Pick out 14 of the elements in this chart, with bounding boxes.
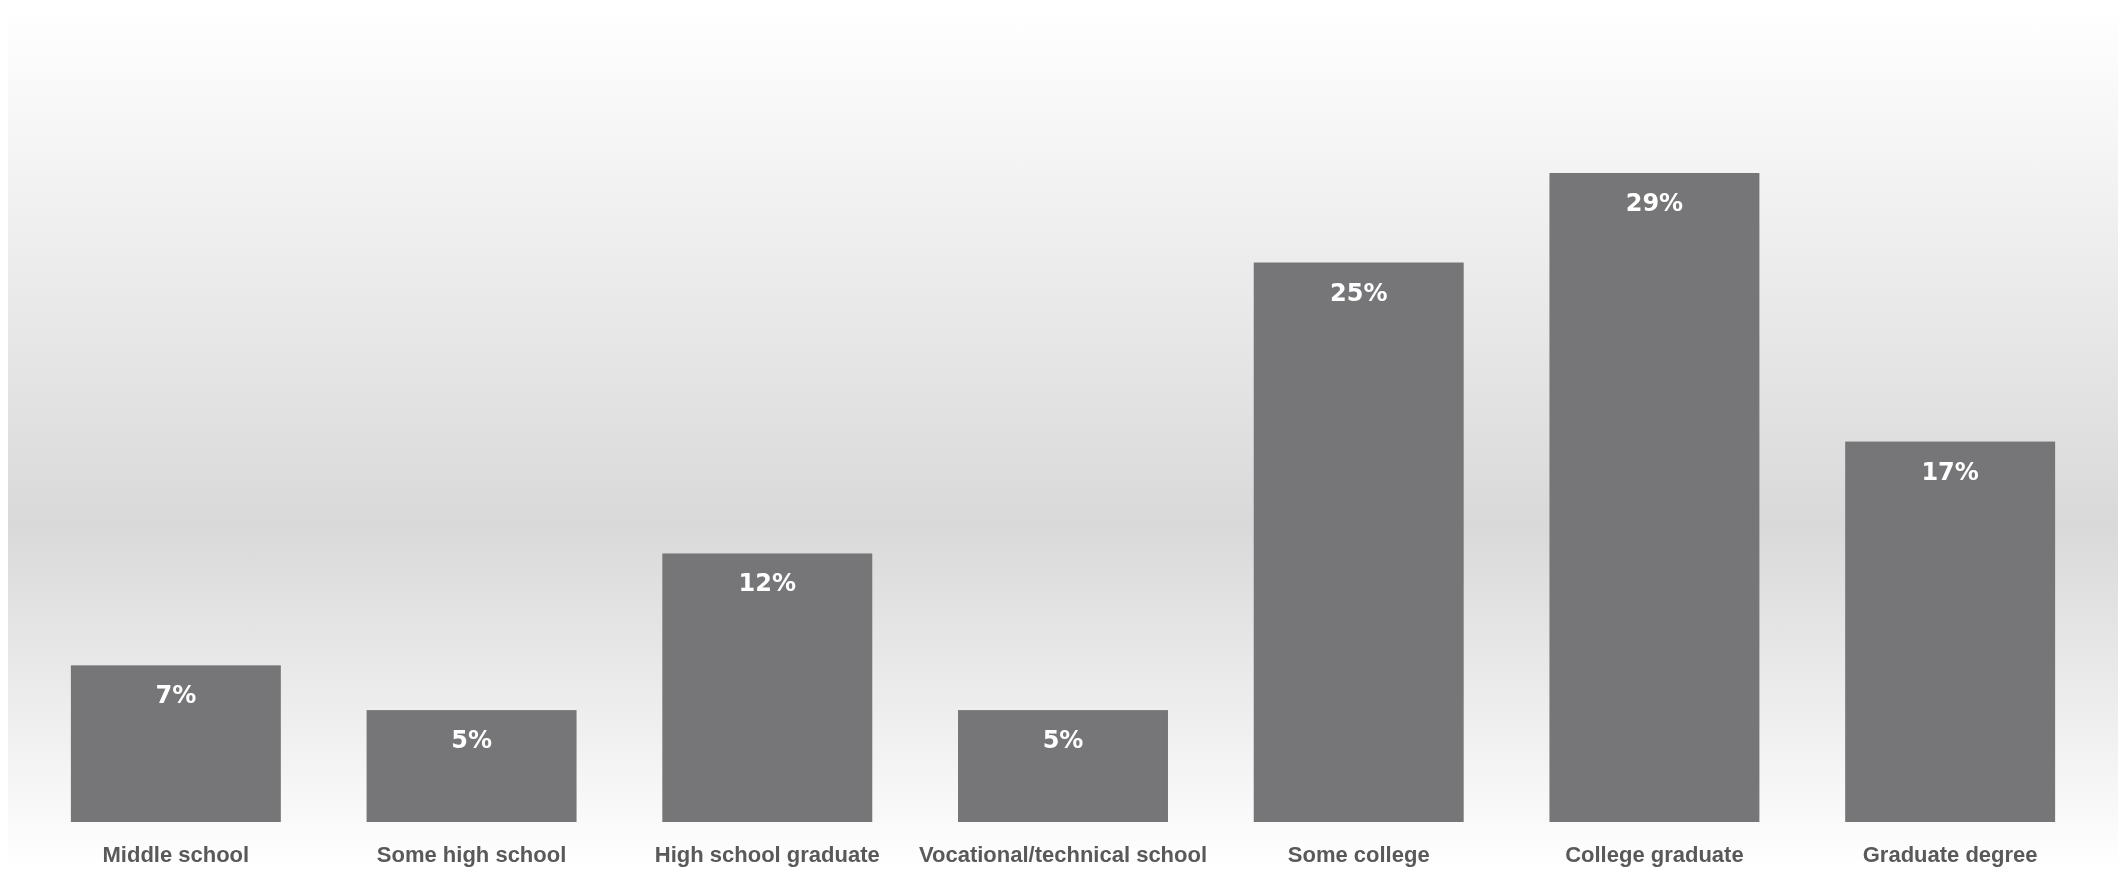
x-tick-label: Some high school [376, 842, 567, 867]
x-tick-label: Vocational/technical school [918, 842, 1208, 867]
x-tick-label: Graduate degree [1862, 842, 2038, 867]
data-label: 7% [155, 681, 197, 710]
x-tick-label: Middle school [102, 842, 250, 867]
data-label: 5% [451, 726, 492, 755]
x-tick-label: High school graduate [654, 842, 880, 867]
data-label: 29% [1625, 189, 1684, 217]
data-label: 5% [1042, 726, 1084, 755]
x-tick-label: Some college [1287, 842, 1430, 867]
data-label: 17% [1921, 457, 1979, 486]
x-tick-label: College graduate [1565, 842, 1744, 867]
data-label: 12% [738, 569, 797, 598]
data-label: 25% [1329, 278, 1388, 307]
